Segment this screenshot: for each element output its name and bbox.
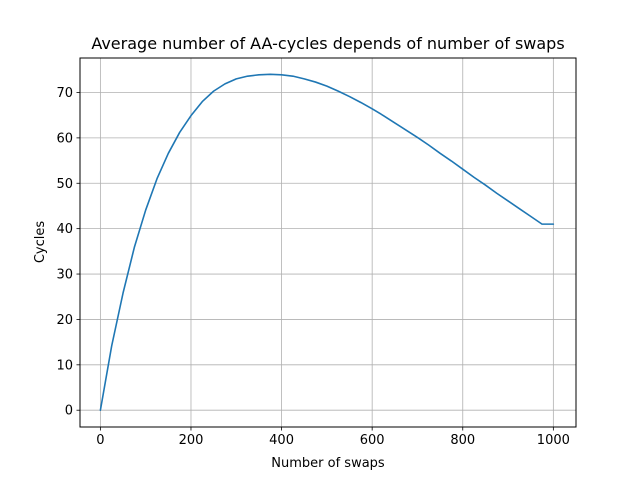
x-tick-label: 1000 [537, 433, 570, 448]
y-tick-label: 40 [56, 222, 73, 237]
y-tick-label: 50 [56, 177, 73, 192]
y-tick-label: 60 [56, 131, 73, 146]
x-tick-label: 600 [360, 433, 385, 448]
y-tick-label: 0 [65, 404, 73, 419]
plot-frame [79, 57, 577, 428]
x-tick-label: 0 [96, 433, 104, 448]
y-tick-label: 30 [56, 268, 73, 283]
chart-title: Average number of AA-cycles depends of n… [91, 34, 564, 53]
y-tick-label: 70 [56, 86, 73, 101]
grid [80, 58, 576, 427]
x-tick-label: 800 [450, 433, 475, 448]
x-tick-label: 400 [269, 433, 294, 448]
ticks: 0 200 400 600 800 1000 0 10 20 30 40 50 60 70 [56, 86, 569, 448]
y-tick-label: 20 [56, 313, 73, 328]
y-tick-label: 10 [56, 358, 73, 373]
x-axis-label: Number of swaps [271, 456, 385, 471]
x-tick-label: 200 [179, 433, 204, 448]
series-layer [99, 73, 555, 412]
y-axis-label: Cycles [33, 221, 48, 264]
series-line [99, 73, 555, 412]
